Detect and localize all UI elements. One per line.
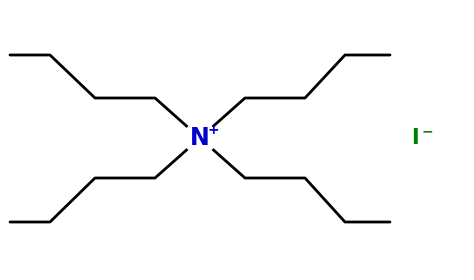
Text: N: N xyxy=(190,126,210,150)
Text: +: + xyxy=(207,123,219,137)
Text: I: I xyxy=(411,128,419,148)
Text: −: − xyxy=(421,124,433,138)
Circle shape xyxy=(184,122,216,154)
